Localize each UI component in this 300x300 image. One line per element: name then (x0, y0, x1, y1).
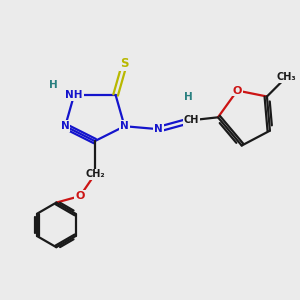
Text: H: H (184, 92, 193, 101)
Text: NH: NH (65, 90, 83, 100)
Text: CH₂: CH₂ (85, 169, 105, 179)
Text: CH: CH (184, 115, 199, 125)
Text: N: N (61, 121, 70, 131)
Text: N: N (154, 124, 163, 134)
Text: H: H (49, 80, 58, 90)
Text: CH₃: CH₃ (276, 72, 296, 82)
Text: O: O (232, 85, 242, 96)
Text: O: O (75, 191, 85, 201)
Text: N: N (120, 121, 129, 131)
Text: S: S (120, 57, 129, 70)
